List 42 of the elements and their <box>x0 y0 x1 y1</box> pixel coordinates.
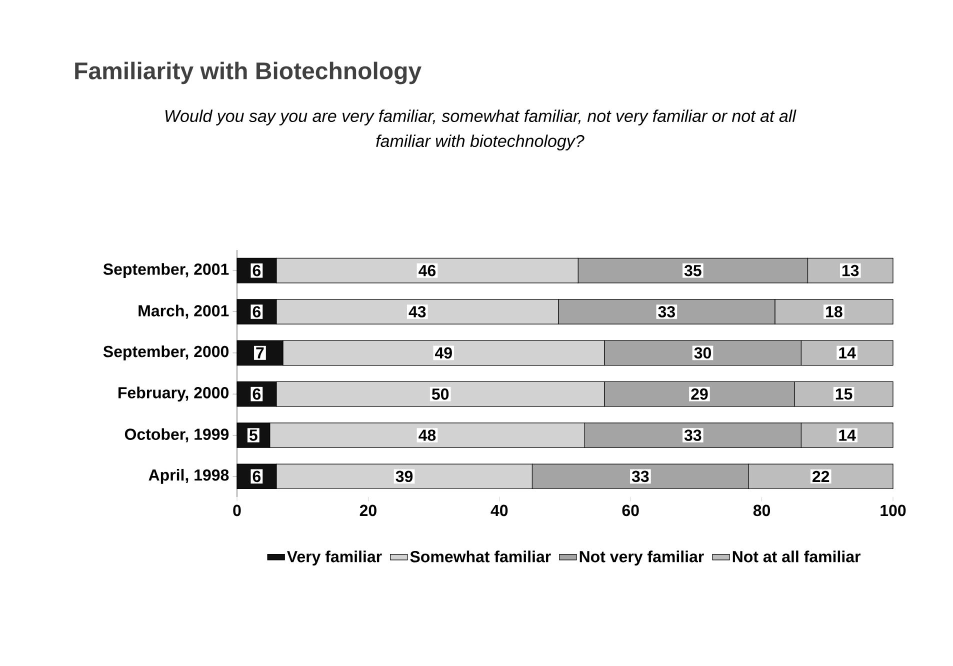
x-tick-label: 20 <box>360 504 376 516</box>
legend-label: Not at all familiar <box>732 550 861 562</box>
chart-subtitle: Would you say you are very familiar, somewhat familiar, not very familiar or not at all familiar with biotechnology? <box>165 110 796 150</box>
data-label: 18 <box>826 306 842 318</box>
x-tick-label: 0 <box>233 504 241 516</box>
data-label: 43 <box>408 306 426 318</box>
data-label: 29 <box>691 388 708 400</box>
data-label: 6 <box>252 470 261 482</box>
data-label: 46 <box>418 264 436 276</box>
x-tick-label: 60 <box>622 504 639 516</box>
y-tick-label: February, 2000 <box>118 386 229 402</box>
data-label: 33 <box>684 430 702 441</box>
chart-title: Familiarity with Biotechnology <box>75 62 422 84</box>
legend-label: Somewhat familiar <box>410 550 551 562</box>
data-label: 6 <box>252 306 261 318</box>
legend-label: Not very familiar <box>580 550 704 566</box>
data-label: 48 <box>418 430 436 441</box>
data-label: 15 <box>836 388 852 400</box>
data-label: 39 <box>396 470 413 482</box>
data-label: 33 <box>658 306 675 318</box>
data-label: 33 <box>632 470 649 482</box>
y-tick-label: September, 2001 <box>103 263 229 278</box>
data-label: 30 <box>694 347 711 359</box>
data-label: 14 <box>839 430 856 441</box>
data-label: 22 <box>812 470 830 482</box>
data-label: 50 <box>432 388 449 400</box>
y-tick-label: April, 1998 <box>148 468 229 484</box>
data-label: 7 <box>256 347 264 358</box>
x-tick-label: 100 <box>880 504 906 516</box>
legend-label: Very familiar <box>287 550 382 566</box>
data-label: 13 <box>842 264 859 276</box>
y-tick-label: March, 2001 <box>138 304 229 319</box>
data-label: 35 <box>684 264 702 276</box>
data-label: 14 <box>839 347 856 358</box>
data-label: 6 <box>252 264 261 276</box>
data-label: 5 <box>249 430 258 441</box>
data-label: 49 <box>434 347 452 359</box>
x-tick-label: 80 <box>753 504 770 516</box>
x-tick-label: 40 <box>490 504 508 516</box>
y-tick-label: September, 2000 <box>103 345 229 360</box>
y-tick-label: October, 1999 <box>124 428 229 442</box>
data-label: 6 <box>252 388 261 400</box>
